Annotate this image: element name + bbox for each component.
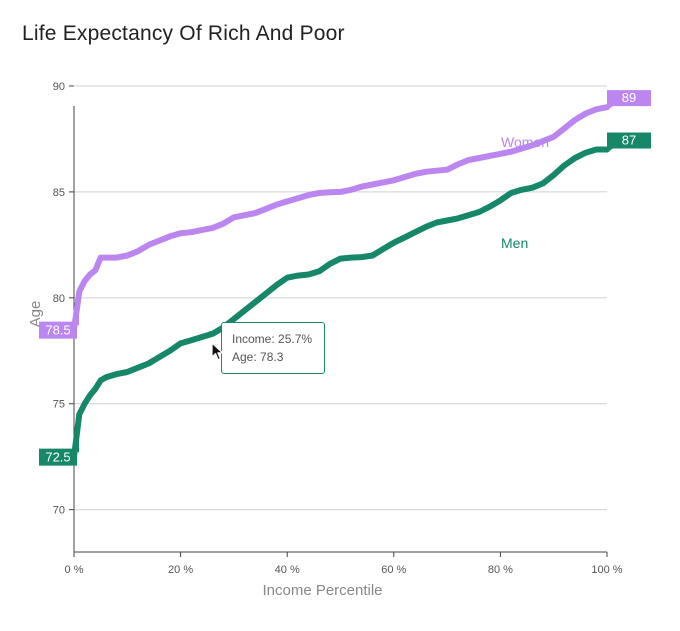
x-tick-label: 20 %	[168, 564, 193, 576]
end-value-label: 89	[622, 90, 636, 105]
x-tick-label: 0 %	[65, 564, 84, 576]
start-flag-tip	[73, 313, 79, 326]
x-tick-label: 60 %	[381, 564, 406, 576]
end-flag-women	[607, 90, 651, 111]
start-value-label: 78.5	[45, 323, 70, 338]
tooltip-age: Age: 78.3	[232, 350, 284, 364]
start-value-label: 72.5	[45, 450, 70, 465]
y-tick-label: 70	[53, 505, 65, 517]
series-labels: Women Men	[501, 134, 549, 251]
hover-point[interactable]	[207, 330, 214, 337]
x-tick-label: 100 %	[591, 564, 622, 576]
chart-title: Life Expectancy Of Rich And Poor	[22, 22, 345, 45]
start-flag-tip	[73, 440, 79, 453]
mouse-cursor-icon	[211, 342, 224, 361]
y-axis-title: Age	[27, 301, 44, 328]
y-tick-label: 80	[53, 293, 65, 305]
x-axis-title: Income Percentile	[262, 582, 382, 599]
x-tick-label: 40 %	[275, 564, 300, 576]
x-tick-label: 80 %	[488, 564, 513, 576]
start-flag-men	[39, 448, 77, 466]
series-line-women[interactable]	[71, 104, 610, 333]
value-flags: 78.5 89 72.5 87	[39, 90, 651, 466]
end-value-label: 87	[622, 133, 636, 148]
axes: 70 75 80 85 90 0 % 20 % 40 % 60 % 80 % 100 % Income…	[27, 81, 623, 599]
tooltip-income: Income: 25.7%	[232, 332, 313, 346]
series-lines[interactable]	[71, 104, 610, 460]
start-flag-women	[39, 321, 77, 339]
series-label-men: Men	[501, 235, 528, 251]
series-label-women: Women	[501, 134, 549, 150]
end-flag-men	[607, 132, 651, 153]
y-tick-label: 85	[53, 187, 65, 199]
y-tick-label: 75	[53, 399, 65, 411]
hover-tooltip: Income: 25.7% Age: 78.3	[221, 322, 325, 374]
y-tick-label: 90	[53, 81, 65, 93]
series-line-men[interactable]	[71, 146, 610, 460]
